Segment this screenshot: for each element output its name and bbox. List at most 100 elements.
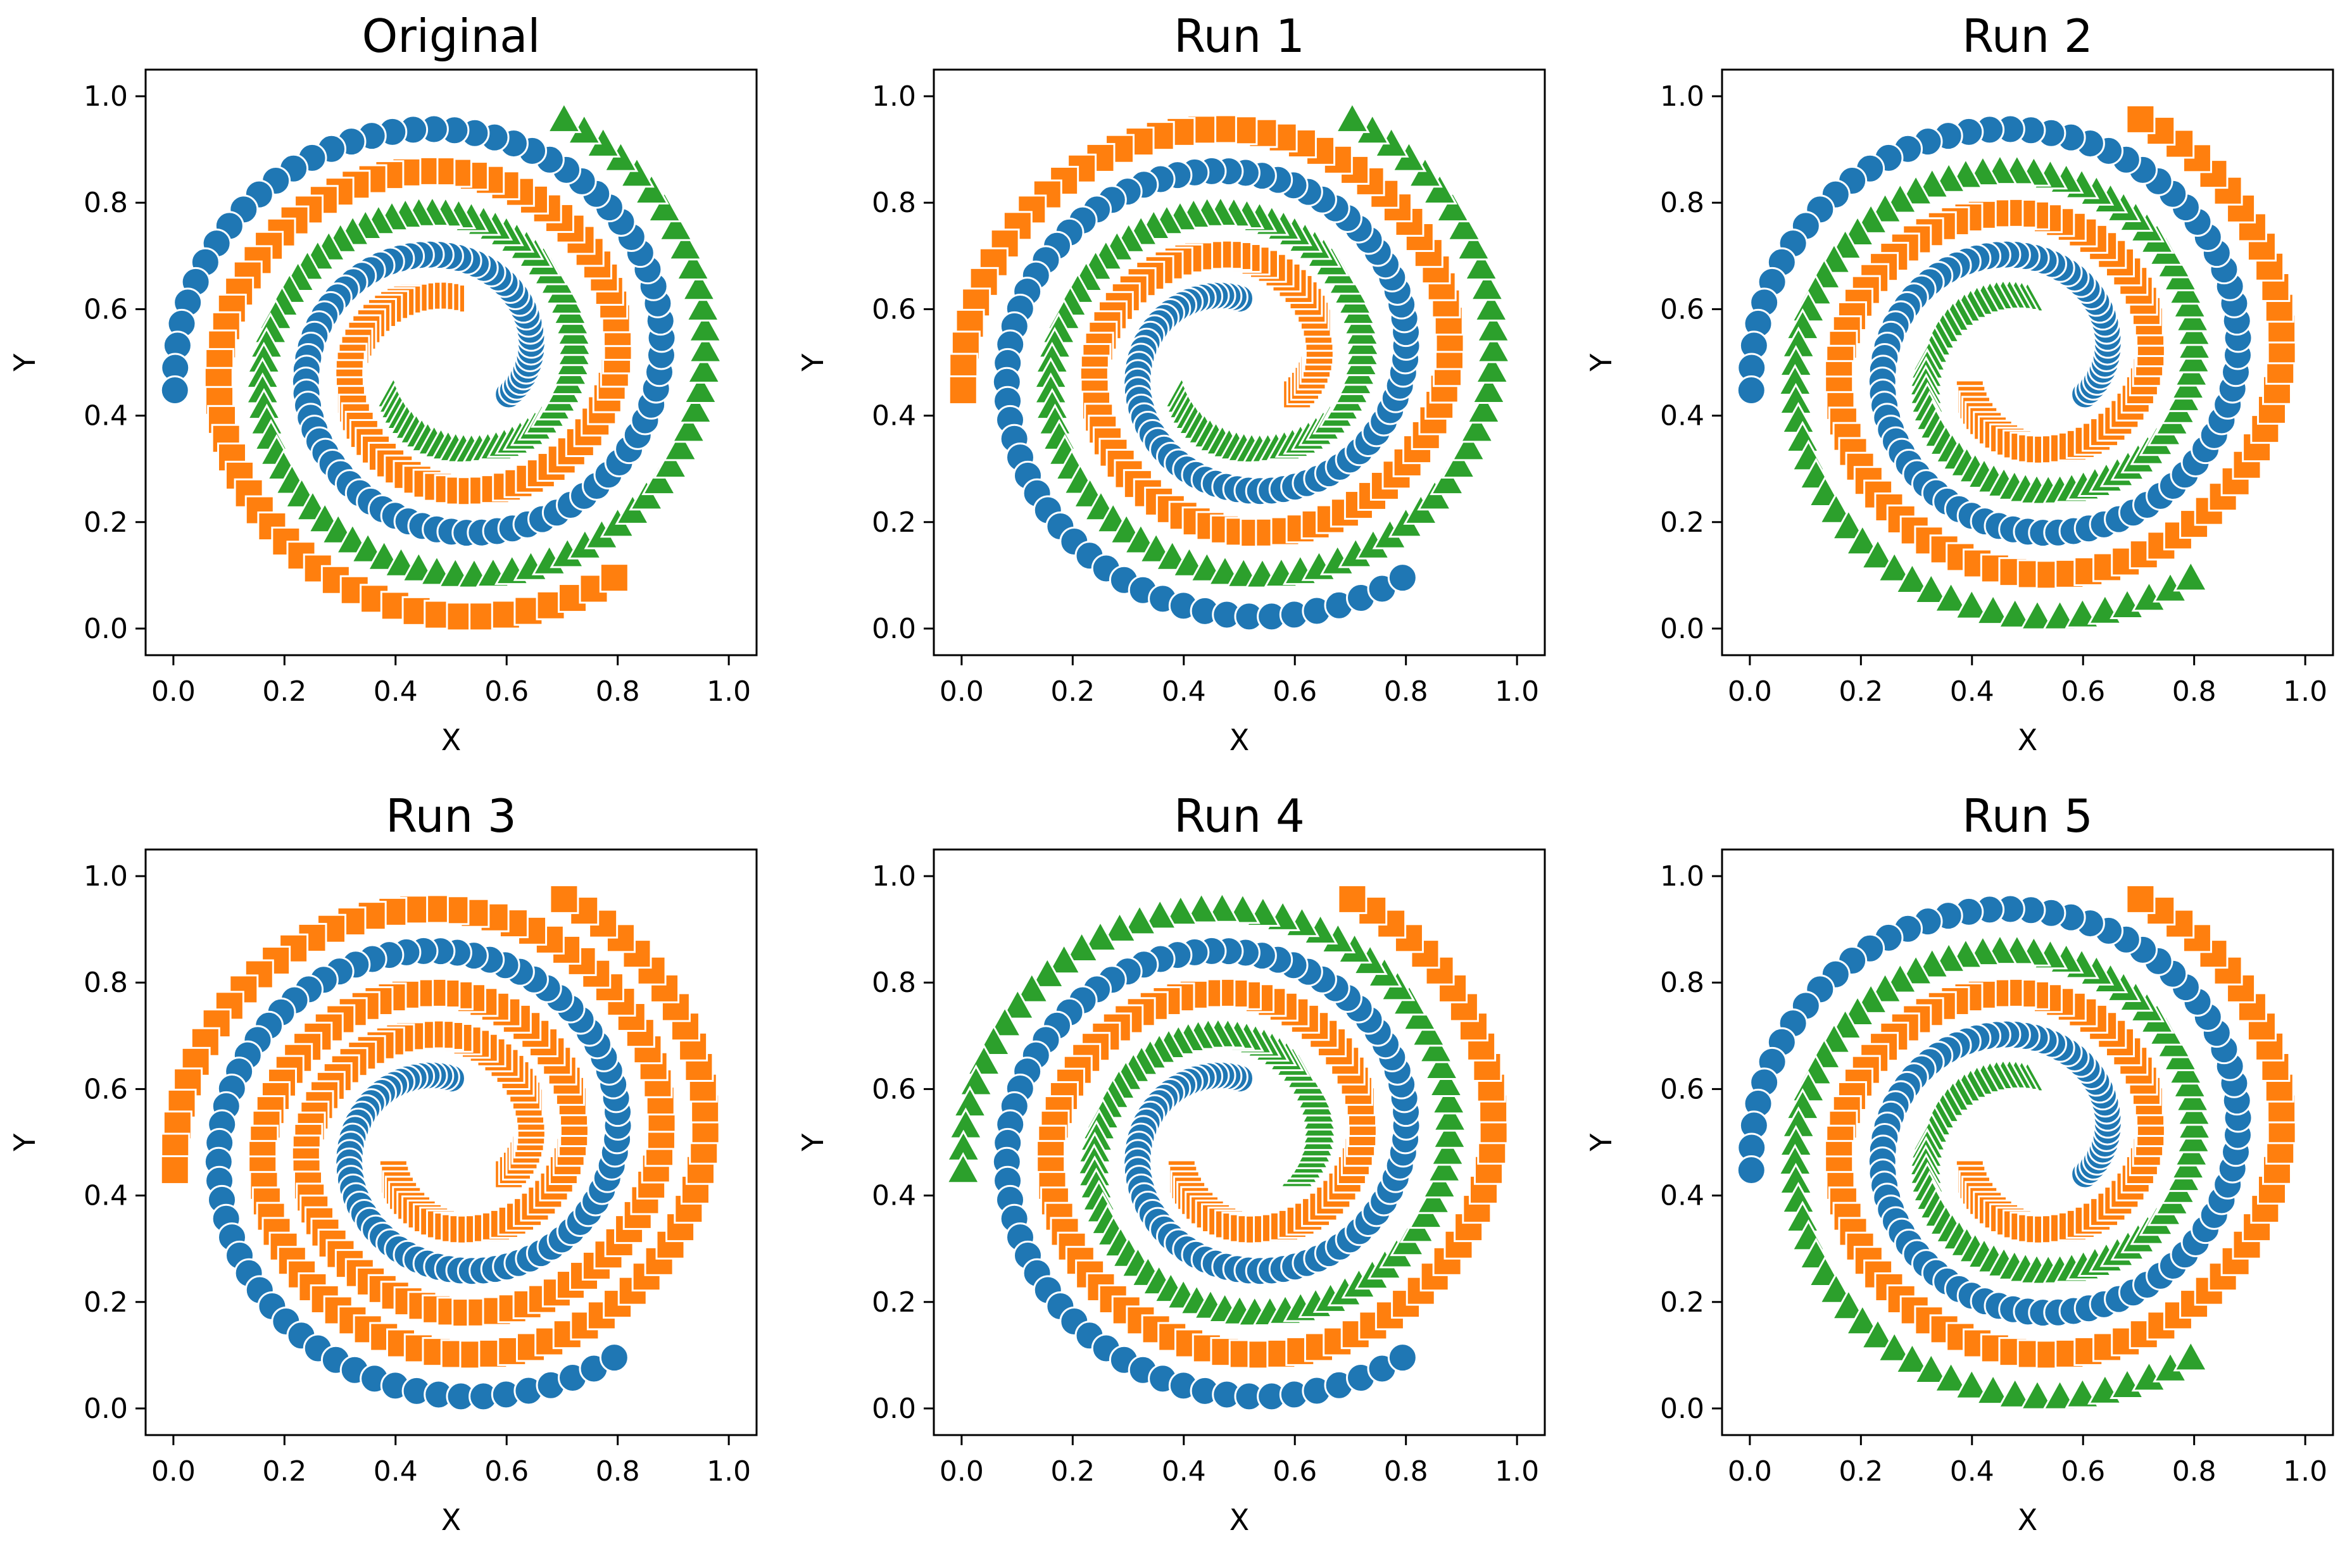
y-axis-label: Y (796, 353, 830, 372)
x-tick-label: 0.0 (1728, 1455, 1772, 1488)
data-point (1000, 988, 1036, 1020)
scatter-points (160, 101, 723, 632)
y-tick-label: 0.4 (872, 400, 916, 432)
data-point (1418, 1031, 1454, 1063)
scatter-points (160, 884, 720, 1412)
plot-frame (933, 68, 1546, 656)
data-point (945, 1152, 981, 1184)
y-tick-label: 0.0 (1660, 613, 1704, 645)
data-point (1831, 508, 1866, 541)
data-point (1877, 1330, 1913, 1362)
x-tick-label: 0.6 (2061, 675, 2105, 708)
data-point (1818, 492, 1854, 524)
x-tick-label: 1.0 (2283, 1455, 2327, 1488)
data-point (1933, 1360, 1969, 1393)
data-point (1473, 289, 1509, 322)
data-point (2208, 482, 2238, 512)
y-tick-label: 0.8 (84, 187, 128, 219)
data-point (1860, 1317, 1896, 1350)
data-point (667, 229, 703, 261)
x-tick-label: 0.8 (596, 675, 640, 708)
y-axis-label: Y (796, 1133, 830, 1152)
x-tick-label: 1.0 (1495, 675, 1539, 708)
data-point (1469, 269, 1505, 301)
data-point (1335, 101, 1370, 134)
data-point (1894, 561, 1930, 594)
data-point (2173, 560, 2209, 592)
y-tick-label: 1.0 (872, 80, 916, 113)
x-tick-label: 0.0 (151, 1455, 196, 1488)
x-tick-label: 0.2 (1839, 1455, 1883, 1488)
data-point (1954, 1367, 1990, 1400)
chart-panel: Run 1 0.0 0.2 0.4 0.6 0.8 1.0 0.0 0.2 0.4 0.6 0.8 1.… (796, 9, 1546, 757)
data-point (1446, 209, 1482, 241)
data-point (1450, 429, 1487, 461)
data-point (1411, 1015, 1447, 1047)
chart-panel: Run 5 0.0 0.2 0.4 0.6 0.8 1.0 0.0 0.2 0.4 0.6 0.8 1.… (1584, 789, 2334, 1537)
x-tick-label: 0.4 (1950, 675, 1994, 708)
data-point (1459, 411, 1495, 443)
chart-title: Original (362, 9, 541, 63)
data-point (1431, 1117, 1468, 1149)
data-point (2125, 884, 2156, 914)
y-tick-label: 0.6 (84, 1073, 128, 1105)
data-point (1997, 1376, 2033, 1408)
data-point (1432, 1100, 1468, 1132)
data-point (1860, 537, 1896, 570)
x-tick-label: 0.6 (1273, 1455, 1317, 1488)
scatter-points (945, 884, 1509, 1412)
data-point (1736, 1155, 1766, 1185)
y-tick-label: 0.6 (1660, 293, 1704, 325)
y-tick-label: 0.0 (872, 1393, 916, 1425)
chart-title: Run 2 (1962, 9, 2093, 63)
chart-panel: Original 0.0 0.2 0.4 0.6 0.8 1.0 0.0 0.2 0.4 0.6 0.… (8, 9, 758, 757)
data-point (670, 411, 707, 443)
y-tick-label: 1.0 (1660, 80, 1704, 113)
data-point (1471, 372, 1507, 404)
y-tick-label: 0.2 (872, 1286, 916, 1319)
data-point (1954, 587, 1990, 620)
scatter-points (1736, 104, 2297, 630)
data-point (1431, 1082, 1467, 1115)
x-tick-label: 0.0 (940, 1455, 984, 1488)
y-tick-label: 0.6 (1660, 1073, 1704, 1105)
y-tick-label: 0.2 (84, 506, 128, 539)
x-tick-label: 0.4 (1162, 675, 1206, 708)
chart-panel: Run 2 0.0 0.2 0.4 0.6 0.8 1.0 0.0 0.2 0.4 0.6 0.8 1.… (1584, 9, 2334, 757)
data-point (1421, 1167, 1457, 1199)
data-point (1441, 446, 1476, 479)
data-point (662, 429, 698, 461)
data-point (1997, 596, 2033, 629)
data-point (1102, 910, 1138, 943)
x-tick-label: 0.6 (1273, 675, 1317, 708)
x-tick-label: 0.8 (1384, 675, 1428, 708)
data-point (1422, 172, 1457, 204)
x-tick-label: 0.4 (374, 1455, 418, 1488)
chart-panel: Run 3 0.0 0.2 0.4 0.6 0.8 1.0 0.0 0.2 0.4 0.6 0.8 1.… (8, 789, 758, 1537)
data-point (687, 310, 723, 342)
x-tick-label: 0.0 (1728, 675, 1772, 708)
data-point (1029, 956, 1066, 988)
y-tick-label: 0.2 (84, 1286, 128, 1319)
x-tick-label: 0.6 (484, 675, 529, 708)
chart-title: Run 3 (386, 789, 517, 843)
data-point (634, 172, 669, 204)
data-point (1417, 479, 1452, 511)
data-point (686, 351, 722, 384)
data-point (1387, 563, 1418, 593)
data-point (2020, 1378, 2055, 1410)
data-point (1844, 1303, 1880, 1336)
x-tick-label: 0.2 (1050, 1455, 1095, 1488)
chart-title: Run 4 (1174, 789, 1305, 843)
data-point (1424, 1048, 1460, 1080)
data-point (1463, 248, 1499, 280)
y-tick-label: 0.8 (1660, 187, 1704, 219)
data-point (549, 884, 579, 914)
data-point (1466, 392, 1502, 424)
data-point (599, 1343, 629, 1373)
data-point (629, 479, 664, 511)
y-tick-label: 1.0 (872, 860, 916, 893)
data-point (1894, 1341, 1930, 1374)
x-axis-label: X (1229, 723, 1250, 757)
x-axis-label: X (441, 1503, 462, 1537)
